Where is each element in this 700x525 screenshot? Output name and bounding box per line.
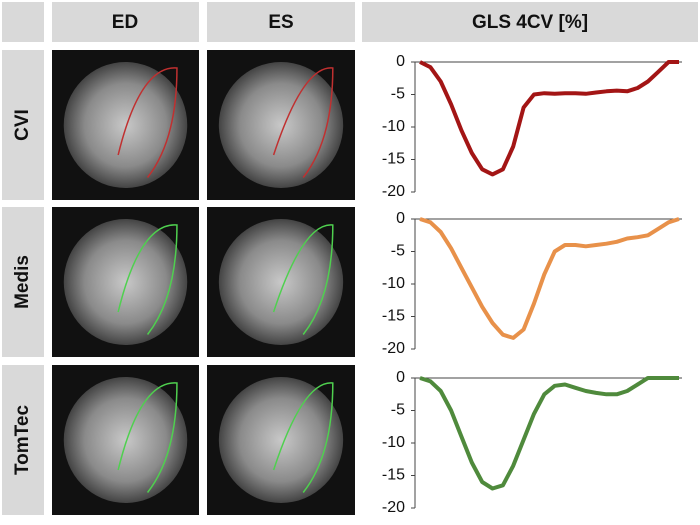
row-label-cell (2, 207, 44, 357)
mri-heart (63, 219, 188, 345)
y-tick-label: 0 (396, 369, 405, 386)
header-cell (362, 2, 698, 42)
mri-contour (117, 67, 178, 178)
mri-contour (272, 382, 334, 493)
mri-contour (117, 382, 178, 493)
y-tick-label: -20 (382, 183, 405, 200)
y-tick-label: -20 (382, 340, 405, 357)
row-label: CVI (12, 109, 33, 141)
mri-contour (272, 224, 334, 335)
y-tick-label: -15 (382, 308, 405, 325)
mri-heart (63, 377, 188, 503)
header-cell (52, 2, 199, 42)
gls-curve (419, 60, 679, 177)
column-header: ES (268, 12, 293, 33)
y-tick-label: -20 (382, 499, 405, 516)
y-tick-label: -10 (382, 275, 405, 292)
mri-contour (272, 67, 334, 178)
row-label: Medis (12, 255, 33, 309)
header-cell (207, 2, 355, 42)
gls-curve (419, 217, 680, 340)
mri-heart (218, 62, 344, 188)
row-label: TomTec (12, 405, 33, 475)
y-tick-label: -5 (391, 402, 405, 419)
column-header: GLS 4CV [%] (472, 12, 588, 33)
y-tick-label: -5 (391, 86, 405, 103)
y-tick-label: 0 (396, 53, 405, 70)
row-label-cell (2, 50, 44, 200)
row-label-cell (2, 365, 44, 515)
corner-cell (2, 2, 44, 42)
y-tick-label: -10 (382, 434, 405, 451)
gls-curve (419, 376, 679, 491)
y-tick-label: -15 (382, 467, 405, 484)
mri-heart (218, 219, 344, 345)
y-tick-label: -5 (391, 243, 405, 260)
mri-heart (63, 62, 188, 188)
header-row: ED ES GLS 4CV [%] (2, 2, 698, 42)
column-header: ED (112, 12, 138, 33)
y-tick-label: -15 (382, 151, 405, 168)
mri-contour (117, 224, 178, 335)
y-tick-label: -10 (382, 118, 405, 135)
y-tick-label: 0 (396, 210, 405, 227)
mri-heart (218, 377, 344, 503)
